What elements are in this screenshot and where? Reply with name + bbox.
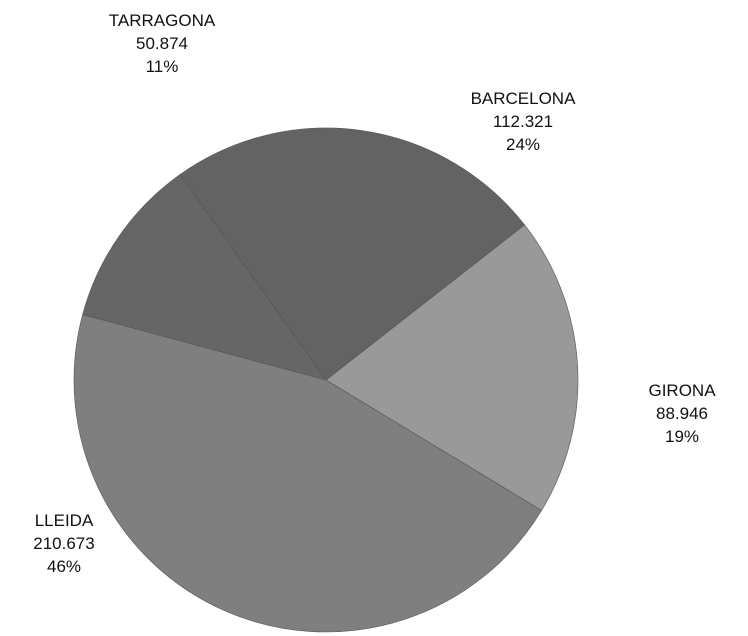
slice-label-barcelona: BARCELONA 112.321 24% xyxy=(471,89,577,154)
pie-slice-girona xyxy=(325,224,579,511)
pie-slice-tarragona xyxy=(82,174,327,381)
lleida-name-label: LLEIDA xyxy=(35,511,94,530)
barcelona-name-label: BARCELONA xyxy=(471,89,577,108)
lleida-value-label: 210.673 xyxy=(33,534,94,553)
barcelona-value-label: 112.321 xyxy=(493,112,553,131)
lleida-percent-label: 46% xyxy=(47,557,81,576)
slice-label-girona: GIRONA 88.946 19% xyxy=(648,381,716,446)
pie-slice-barcelona xyxy=(179,127,526,381)
pie-slice-lleida xyxy=(73,314,542,633)
girona-value-label: 88.946 xyxy=(656,404,708,423)
pie-slices xyxy=(73,127,579,633)
tarragona-value-label: 50.874 xyxy=(136,34,188,53)
slice-label-tarragona: TARRAGONA 50.874 11% xyxy=(109,11,216,76)
girona-name-label: GIRONA xyxy=(648,381,716,400)
tarragona-percent-label: 11% xyxy=(146,57,179,76)
slice-label-lleida: LLEIDA 210.673 46% xyxy=(33,511,94,576)
tarragona-name-label: TARRAGONA xyxy=(109,11,216,30)
barcelona-percent-label: 24% xyxy=(506,135,540,154)
girona-percent-label: 19% xyxy=(665,427,699,446)
